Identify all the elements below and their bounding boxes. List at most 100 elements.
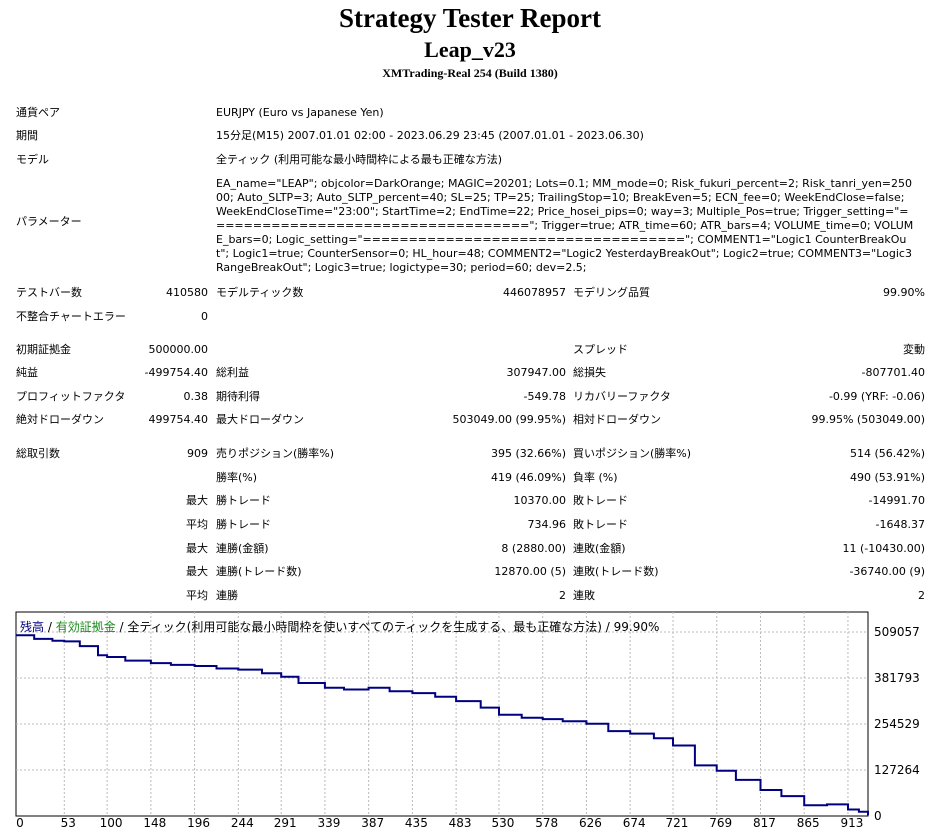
balance-chart: 0 127264 254529 381793 509057 0 53 100 148 196 24… (15, 611, 920, 828)
avg-win-value: 734.96 (527, 518, 567, 531)
mismatch-label: 不整合チャートエラー (16, 310, 126, 323)
cons-wins-count-label: 連勝(トレード数) (216, 565, 302, 578)
x-tick-label: 291 (274, 816, 297, 828)
server-build: XMTrading-Real 254 (Build 1380) (382, 66, 558, 80)
model-label: モデル (16, 153, 49, 166)
y-tick-label: 254529 (874, 717, 920, 731)
deposit-label: 初期証拠金 (16, 343, 71, 356)
abs-dd-label: 絶対ドローダウン (16, 413, 104, 426)
y-tick-label: 127264 (874, 763, 920, 777)
avg-cons-losses-label: 連敗 (573, 589, 595, 602)
mismatch-value: 0 (201, 310, 208, 323)
x-tick-label: 530 (491, 816, 514, 828)
expected-label: 期待利得 (216, 390, 260, 403)
grid (16, 612, 868, 816)
cons-wins-money-value: 8 (2880.00) (501, 542, 566, 555)
short-label: 売りポジション(勝率%) (216, 447, 335, 460)
x-tick-label: 769 (709, 816, 732, 828)
cons-wins-count-value: 12870.00 (5) (494, 565, 566, 578)
avg-loss-label: 敗トレード (573, 518, 628, 531)
deposit-value: 500000.00 (148, 343, 209, 356)
gross-profit-label: 総利益 (216, 366, 249, 379)
balance-line (16, 634, 869, 816)
win-rate-value: 419 (46.09%) (490, 471, 566, 484)
quality-value: 99.90% (883, 286, 925, 299)
model-value: 全ティック (利用可能な最小時間枠による最も正確な方法) (216, 153, 503, 166)
pair-label: 通貨ペア (16, 106, 60, 119)
cons-losses-money-value: 11 (-10430.00) (842, 542, 925, 555)
x-tick-label: 339 (317, 816, 340, 828)
largest-win-value: 10370.00 (513, 494, 567, 507)
cons-wins-money-label: 連勝(金額) (216, 542, 269, 555)
spread-label: スプレッド (573, 343, 628, 356)
avg-loss-value: -1648.37 (875, 518, 925, 531)
win-rate-label: 勝率(%) (216, 471, 258, 484)
x-tick-label: 913 (840, 816, 863, 828)
max-label-1: 最大 (186, 494, 208, 507)
report-title: Strategy Tester Report (339, 3, 601, 33)
long-value: 514 (56.42%) (849, 447, 925, 460)
params-label: パラメーター (16, 215, 82, 228)
quality-label: モデリング品質 (573, 286, 650, 299)
rel-dd-value: 99.95% (503049.00) (811, 413, 925, 426)
x-tick-label: 578 (535, 816, 558, 828)
loss-rate-label: 負率 (%) (573, 471, 618, 484)
x-tick-label: 483 (449, 816, 472, 828)
abs-dd-value: 499754.40 (148, 413, 209, 426)
period-value: 15分足(M15) 2007.01.01 02:00 - 2023.06.29 … (216, 129, 644, 142)
chart-legend: 残高 / 有効証拠金 / 全ティック(利用可能な最小時間枠を使いすべてのティック… (20, 618, 659, 635)
x-tick-label: 626 (579, 816, 602, 828)
avg-cons-wins-label: 連勝 (216, 589, 238, 602)
loss-rate-value: 490 (53.91%) (849, 471, 925, 484)
y-tick-label: 509057 (874, 625, 920, 639)
largest-loss-value: -14991.70 (868, 494, 925, 507)
x-tick-label: 196 (187, 816, 210, 828)
ea-name: Leap_v23 (424, 37, 516, 62)
avg-cons-wins-value: 2 (559, 589, 566, 602)
x-tick-label: 721 (666, 816, 689, 828)
period-label: 期間 (16, 129, 38, 142)
legend-equity: 有効証拠金 (55, 620, 116, 634)
params-value: EA_name="LEAP"; objcolor=DarkOrange; MAG… (216, 177, 914, 274)
gross-loss-label: 総損失 (573, 366, 606, 379)
legend-sep-2: / (115, 620, 128, 634)
pf-value: 0.38 (183, 390, 209, 403)
trades-label: 総取引数 (16, 447, 60, 460)
gross-loss-value: -807701.40 (861, 366, 925, 379)
x-tick-label: 435 (405, 816, 428, 828)
x-axis-labels: 0 53 100 148 196 244 291 339 387 435 483 530 578 626 6… (16, 816, 863, 828)
y-axis-labels: 0 127264 254529 381793 509057 (874, 625, 920, 823)
max-dd-value: 503049.00 (99.95%) (452, 413, 566, 426)
x-tick-label: 865 (797, 816, 820, 828)
cons-losses-money-label: 連敗(金額) (573, 542, 626, 555)
max-label-3: 最大 (186, 565, 208, 578)
x-tick-label: 674 (623, 816, 646, 828)
cons-losses-count-label: 連敗(トレード数) (573, 565, 659, 578)
y-tick-label: 381793 (874, 671, 920, 685)
x-tick-label: 817 (753, 816, 776, 828)
y-tick-label: 0 (874, 809, 882, 823)
largest-win-label: 勝トレード (216, 494, 271, 507)
recovery-label: リカバリーファクタ (573, 390, 671, 403)
gross-profit-value: 307947.00 (506, 366, 567, 379)
legend-model: 全ティック(利用可能な最小時間枠を使いすべてのティックを生成する、最も正確な方法… (127, 620, 660, 634)
legend-sep-1: / (44, 620, 56, 634)
bars-label: テストバー数 (16, 286, 82, 299)
net-label: 純益 (16, 366, 38, 379)
ticks-label: モデルティック数 (216, 286, 304, 299)
max-label-2: 最大 (186, 542, 208, 555)
avg-win-label: 勝トレード (216, 518, 271, 531)
x-tick-label: 387 (361, 816, 384, 828)
pf-label: プロフィットファクタ (16, 390, 126, 403)
max-dd-label: 最大ドローダウン (216, 413, 304, 426)
avg-label-2: 平均 (186, 589, 208, 602)
x-tick-label: 0 (16, 816, 24, 828)
x-tick-label: 100 (100, 816, 123, 828)
bars-value: 410580 (166, 286, 208, 299)
net-value: -499754.40 (144, 366, 208, 379)
x-tick-label: 244 (231, 816, 254, 828)
cons-losses-count-value: -36740.00 (9) (849, 565, 925, 578)
avg-cons-losses-value: 2 (918, 589, 925, 602)
spread-value: 変動 (903, 343, 925, 356)
recovery-value: -0.99 (YRF: -0.06) (828, 390, 925, 403)
